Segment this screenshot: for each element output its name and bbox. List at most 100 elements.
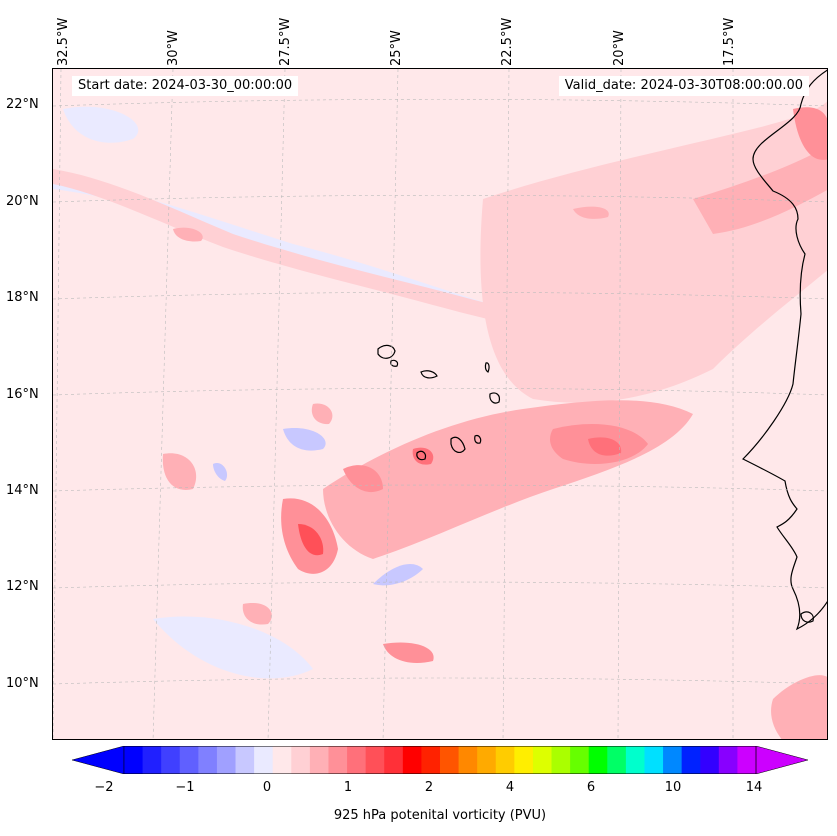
positive-pv-patch [162,453,197,490]
lon-label-text: 22.5°W [500,17,515,66]
lon-label-22-5w: 22.5°W [500,10,516,66]
lon-label-text: 20°W [612,30,627,66]
positive-pv-spot [173,227,203,242]
colorbar-segment [402,746,422,774]
colorbar-segment [254,746,274,774]
colorbar-segment [272,746,292,774]
colorbar-segment [365,746,385,774]
island-coastline [489,392,501,404]
colorbar [72,746,808,774]
lon-label-30w: 30°W [166,10,182,66]
positive-pv-region [480,101,827,403]
lon-label-text: 27.5°W [278,17,293,66]
colorbar-segment [440,746,460,774]
colorbar-segment [124,746,144,774]
lat-label-18n: 18°N [6,290,39,305]
lat-label-20n: 20°N [6,194,39,209]
lat-label-22n: 22°N [6,97,39,112]
colorbar-segment [309,746,329,774]
island-coastline [416,450,427,461]
positive-pv-patch [311,403,333,425]
colorbar-segment [161,746,181,774]
colorbar-segment [588,746,608,774]
african-coastline-detail [800,611,814,623]
colorbar-segment [421,746,441,774]
colorbar-segment [607,746,627,774]
negative-pv-patch [213,462,228,481]
colorbar-tick: 1 [343,780,353,795]
colorbar-segment [700,746,720,774]
lat-label-12n: 12°N [6,579,39,594]
positive-pv-ridge [53,169,553,331]
gridline-lat [53,194,827,203]
colorbar-segment [198,746,218,774]
island-coastline [484,362,490,373]
lon-label-25w: 25°W [389,10,405,66]
colorbar-extend-low [72,746,125,774]
colorbar-segment [625,746,645,774]
negative-pv-patch [283,428,326,451]
colorbar-segment [495,746,515,774]
colorbar-segment [142,746,162,774]
colorbar-segment [384,746,404,774]
colorbar-segment [216,746,237,774]
lon-label-20w: 20°W [612,10,628,66]
colorbar-segment [644,746,664,774]
negative-pv-patch [373,564,423,586]
colorbar-segment [681,746,701,774]
positive-pv-patch [242,603,272,625]
start-date-label: Start date: 2024-03-30_00:00:00 [72,76,299,96]
colorbar-segment [663,746,683,774]
valid-date-label: Valid_date: 2024-03-30T08:00:00.00 [558,76,809,96]
gridline-lon [382,69,399,739]
lon-label-27-5w: 27.5°W [278,10,294,66]
negative-pv-patch [63,106,139,143]
colorbar-tick: 6 [586,780,596,795]
colorbar-segment [458,746,478,774]
island-coastline [474,434,482,444]
colorbar-segment [291,746,311,774]
colorbar-segment [551,746,571,774]
map-field [53,69,827,739]
island-coastline [420,370,438,379]
lon-label-text: 30°W [166,30,181,66]
gridline-lat [53,387,827,396]
positive-pv-patch [771,675,827,739]
gridline-lat [53,291,827,300]
lon-label-text: 32.5°W [56,17,71,66]
colorbar-segment [718,746,738,774]
map-panel [52,68,828,740]
gridline-lon [267,69,286,739]
positive-pv-patch [573,206,609,219]
colorbar-segment [737,746,757,774]
lat-label-10n: 10°N [6,676,39,691]
colorbar-segment [514,746,534,774]
colorbar-extend-high [755,746,808,774]
colorbar-tick: 14 [745,780,763,795]
colorbar-outline [123,746,757,774]
colorbar-segment [328,746,348,774]
lon-label-text: 25°W [389,30,404,66]
colorbar-segment [347,746,367,774]
colorbar-label: 925 hPa potenital vorticity (PVU) [333,808,547,823]
positive-pv-vortex-core [298,524,324,556]
colorbar-tick: 0 [262,780,272,795]
gridline-lat [53,98,827,107]
positive-pv-core [588,437,622,456]
colorbar-tick: −2 [94,780,114,795]
colorbar-segment [532,746,553,774]
gridline-lon [617,69,622,739]
positive-pv-region [793,107,827,160]
colorbar-segment [477,746,497,774]
gridline-lon [152,69,174,739]
island-coastline [377,344,396,359]
colorbar-segment [179,746,199,774]
gridline-lon [53,69,62,739]
gridline-lon [502,69,510,739]
positive-pv-region [693,149,827,234]
lon-label-text: 17.5°W [722,17,737,66]
gridlines [53,69,827,739]
lat-label-16n: 16°N [6,387,39,402]
colorbar-tick: 4 [505,780,515,795]
colorbar-tick: 2 [424,780,434,795]
